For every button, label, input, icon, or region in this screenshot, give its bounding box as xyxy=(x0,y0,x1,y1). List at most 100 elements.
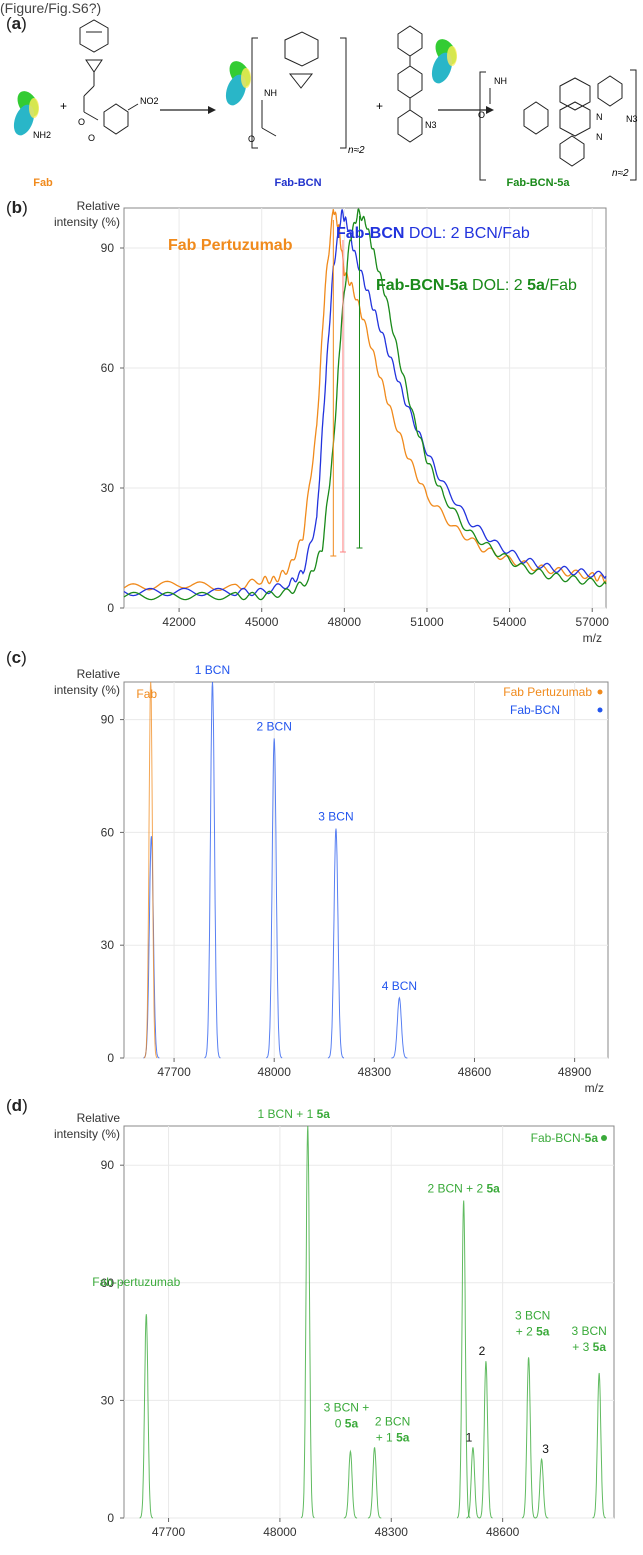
annotation-fab-bcn-5a-dol-2: 5a xyxy=(527,277,545,294)
y-tick-label: 30 xyxy=(101,481,115,495)
label-line-0: Fab-pertuzumab xyxy=(92,1275,180,1289)
y-tick-label: 60 xyxy=(101,1276,115,1290)
product-n-label-1: N xyxy=(596,112,603,122)
y-tick-label: 0 xyxy=(107,1051,114,1065)
fab-bcn-peak-label-4: 4 BCN xyxy=(382,979,417,993)
plot-frame xyxy=(123,681,609,1059)
legend-dot-fab-pertuzumab xyxy=(597,689,603,695)
x-tick-label: 57000 xyxy=(576,615,610,629)
fab-bcn-5a-peak-label-7: 3 BCN + 2 5a xyxy=(515,1308,550,1338)
label-segment: 2 xyxy=(479,1344,486,1358)
panel-c-label: (c) xyxy=(6,648,27,667)
legend-segment: 5a xyxy=(585,1131,599,1145)
label-segment: 5a xyxy=(317,1107,331,1121)
chart-b: 42000 45000 48000 51000 54000 57000 0 30 60 90 Rel… xyxy=(54,199,610,645)
label-segment: 2 BCN xyxy=(375,1414,410,1428)
label-segment: + 1 xyxy=(376,1430,396,1444)
x-tick-label: 48600 xyxy=(458,1065,492,1079)
label-segment: 2 BCN + 2 xyxy=(427,1181,486,1195)
fab-peak-label-0: Fab xyxy=(136,687,157,701)
plot-frame xyxy=(123,207,607,609)
fab-bcn-5a-peak-4 xyxy=(456,1200,471,1519)
tetrazine-5a-structure xyxy=(397,25,423,143)
x-tick-label: 48000 xyxy=(263,1525,297,1539)
fab-bcn-5a-peak-7 xyxy=(521,1357,536,1519)
chart-d: 47700 48000 48300 486000306090Relativeinten… xyxy=(54,1107,615,1539)
series-line-fab-bcn xyxy=(123,209,607,597)
fab-antibody-icon xyxy=(13,91,39,136)
label-segment: 5a xyxy=(536,1324,550,1338)
fab-bcn-5a-nh-label: NH xyxy=(494,76,507,86)
fab-bcn-5a-peak-label-0: Fab-pertuzumab xyxy=(92,1275,180,1289)
fab-bcn-5a-o-label: O xyxy=(478,110,485,120)
fab-bcn-5a-peak-6 xyxy=(479,1361,493,1519)
legend-segment: Fab-BCN- xyxy=(531,1131,585,1145)
label-segment: 3 BCN + xyxy=(324,1400,370,1414)
annotation-fab-pertuzumab: Fab Pertuzumab xyxy=(168,237,293,254)
annotation-fab-bcn-5a-dol-3: /Fab xyxy=(545,277,577,294)
no2-label: NO2 xyxy=(140,96,159,106)
annotation-fab-bcn-5a: Fab-BCN-5a DOL: 2 5a/Fab xyxy=(376,277,577,294)
label-line-1: 0 5a xyxy=(335,1416,359,1430)
y-axis-label-line-2: intensity (%) xyxy=(54,1127,120,1141)
label-line-0: 3 BCN xyxy=(571,1324,606,1338)
bcn-pnp-reagent-structure xyxy=(79,19,139,135)
fab-bcn-5a-peak-8 xyxy=(534,1457,549,1519)
fab-bcn-5a-peak-3 xyxy=(367,1447,382,1519)
label-fab-bcn-5a: Fab-BCN-5a xyxy=(507,177,571,189)
x-tick-label: 45000 xyxy=(245,615,279,629)
label-segment: 0 xyxy=(335,1416,345,1430)
y-axis-label-line-1: Relative xyxy=(77,667,121,681)
label-line-0: 1 BCN + 1 5a xyxy=(258,1107,331,1121)
carbonate-o-label: O xyxy=(78,117,85,127)
label-fab: Fab xyxy=(33,177,53,189)
y-tick-label: 0 xyxy=(107,1511,114,1525)
x-tick-label: 48300 xyxy=(358,1065,392,1079)
panel-d: (d) 47700 48000 48300 48600 0 30 60 90 Relative i… xyxy=(0,1096,643,1550)
label-segment: 3 BCN xyxy=(515,1308,550,1322)
fab-bcn-structure xyxy=(251,31,347,149)
y-tick-label: 30 xyxy=(101,938,115,952)
product-n3-label: N3 xyxy=(626,114,638,124)
label-segment: 3 xyxy=(542,1442,549,1456)
panel-c: (c) 47700 48000 48300 48600 48900 0 30 60 90 Rela… xyxy=(0,648,643,1098)
y-axis-label-line-1: Relative xyxy=(77,199,121,213)
fab-bcn-peak-label-1: 1 BCN xyxy=(195,663,230,677)
label-line-0: 2 xyxy=(479,1344,486,1358)
x-tick-label: 48900 xyxy=(558,1065,592,1079)
label-fab-bcn: Fab-BCN xyxy=(274,177,321,189)
fab-bcn-peak-2 xyxy=(266,738,283,1059)
label-line-1: + 3 5a xyxy=(572,1340,606,1354)
fab-bcn-5a-structure xyxy=(479,69,637,181)
legend-dot-fab-bcn-5a xyxy=(601,1135,607,1141)
label-segment: + 3 xyxy=(572,1340,592,1354)
x-tick-label: 42000 xyxy=(162,615,196,629)
legend-dot-fab-bcn xyxy=(597,707,603,713)
product-n-label-2: N xyxy=(596,132,603,142)
fab-bcn-o-label: O xyxy=(248,134,255,144)
x-tick-label: 48300 xyxy=(375,1525,409,1539)
annotation-fab-bcn: Fab-BCN DOL: 2 BCN/Fab xyxy=(336,225,530,242)
chart-c: 47700 48000 48300 48600 48900 0 30 60 90 Relative… xyxy=(54,663,609,1095)
annotation-fab-bcn-name: Fab-BCN xyxy=(336,225,404,242)
reaction-scheme: NH2 + O O NO2 xyxy=(13,19,638,189)
fab-peak-0 xyxy=(143,681,158,1059)
label-segment: + 2 xyxy=(516,1324,536,1338)
fab-bcn-peak-4 xyxy=(391,996,408,1059)
fab-bcn-5a-peak-label-6: 2 xyxy=(479,1344,486,1358)
fab-bcn-antibody-icon xyxy=(225,61,251,106)
fab-bcn-5a-peak-label-3: 2 BCN + 1 5a xyxy=(375,1414,410,1444)
fab-bcn-peak-3 xyxy=(327,828,344,1059)
label-line-0: 3 BCN + xyxy=(324,1400,370,1414)
y-axis-label-line-2: intensity (%) xyxy=(54,215,120,229)
series-line-fab-bcn-5a xyxy=(123,208,607,601)
label-segment: 3 BCN xyxy=(571,1324,606,1338)
label-line-0: 2 BCN xyxy=(375,1414,410,1428)
y-tick-label: 60 xyxy=(101,825,115,839)
y-axis-label-line-2: intensity (%) xyxy=(54,683,120,697)
y-tick-label: 90 xyxy=(101,1158,115,1172)
fab-bcn-peak-1 xyxy=(204,681,221,1059)
fab-bcn-5a-peak-2 xyxy=(343,1449,358,1519)
x-tick-label: 51000 xyxy=(410,615,444,629)
label-segment: 5a xyxy=(593,1340,607,1354)
